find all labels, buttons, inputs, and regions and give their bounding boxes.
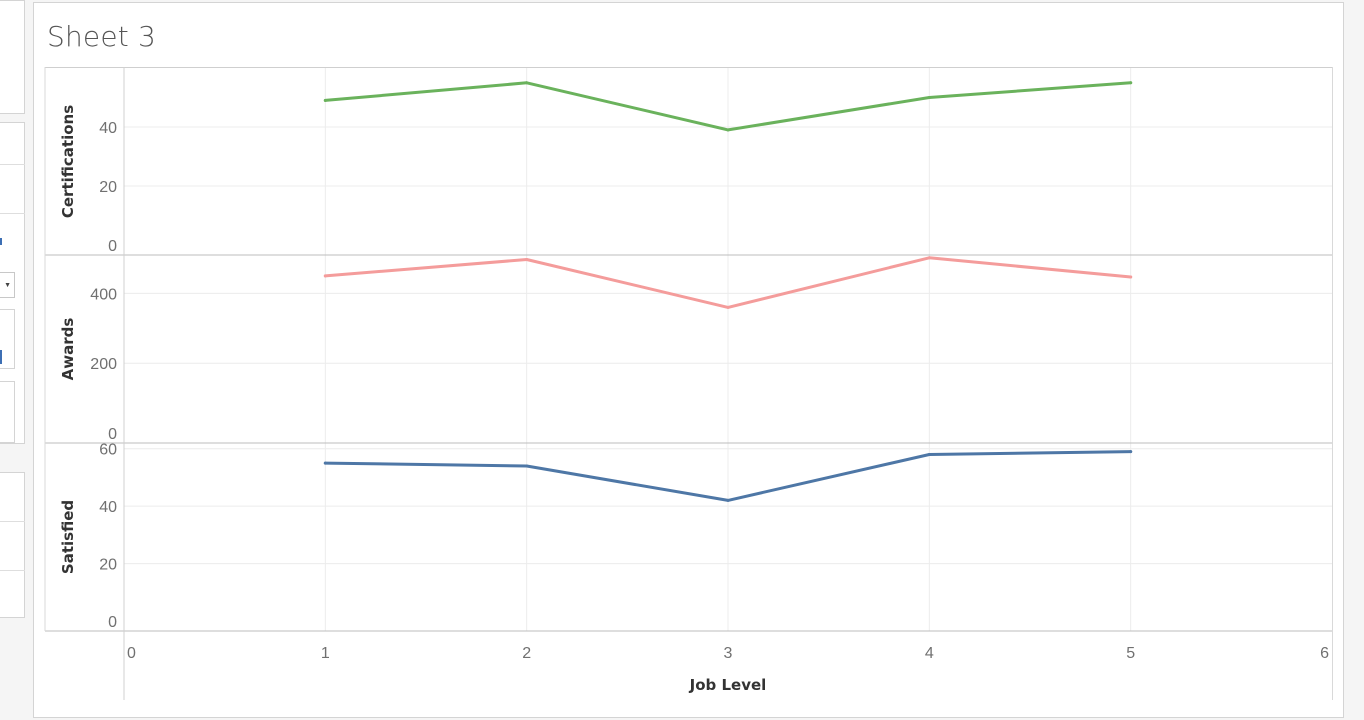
x-tick-label: 1 [321,645,330,662]
side-card-divider [0,213,25,214]
x-tick-label: 4 [925,645,934,662]
y-tick-label: 0 [108,426,117,443]
x-tick-label: 6 [1320,645,1329,662]
side-card-divider [0,521,25,522]
y-tick-label: 0 [108,614,117,631]
data-point-awards [927,256,931,260]
side-dropdown[interactable]: ▼ [0,272,15,298]
y-tick-label: 40 [99,120,117,137]
x-tick-label: 3 [724,645,733,662]
y-tick-label: 400 [90,286,117,303]
blue-marker [0,350,2,364]
side-card-divider [0,570,25,571]
data-point-certifications [323,98,327,102]
data-point-awards [726,305,730,309]
data-point-satisfied [525,464,529,468]
data-point-satisfied [726,498,730,502]
y-tick-label: 0 [108,238,117,255]
y-tick-label: 40 [99,499,117,516]
x-axis-title: Job Level [689,676,767,694]
data-point-certifications [525,81,529,85]
data-point-certifications [927,96,931,99]
y-tick-label: 60 [99,442,117,459]
data-point-awards [525,258,529,262]
x-tick-label: 2 [522,645,531,662]
chevron-down-icon: ▼ [4,282,11,289]
y-axis-title: Certifications [59,105,77,218]
data-point-satisfied [1129,450,1133,454]
x-tick-label: 0 [127,645,136,662]
x-tick-label: 5 [1126,645,1135,662]
y-axis-title: Awards [59,318,77,381]
blue-marker [0,238,2,245]
side-card-1 [0,0,25,114]
right-gutter [1344,0,1364,720]
y-tick-label: 20 [99,557,117,574]
y-tick-label: 200 [90,356,117,373]
data-point-satisfied [927,452,931,456]
side-card-5 [0,472,25,618]
data-point-awards [323,274,327,278]
side-card-3 [0,309,15,369]
data-point-satisfied [323,461,327,465]
sheet-title: Sheet 3 [47,20,157,53]
data-point-certifications [726,128,730,132]
y-axis-title: Satisfied [59,500,77,574]
side-card-4 [0,381,15,443]
data-point-certifications [1129,81,1133,85]
side-card-divider [0,164,25,165]
y-tick-label: 20 [99,179,117,196]
data-point-awards [1129,275,1133,279]
